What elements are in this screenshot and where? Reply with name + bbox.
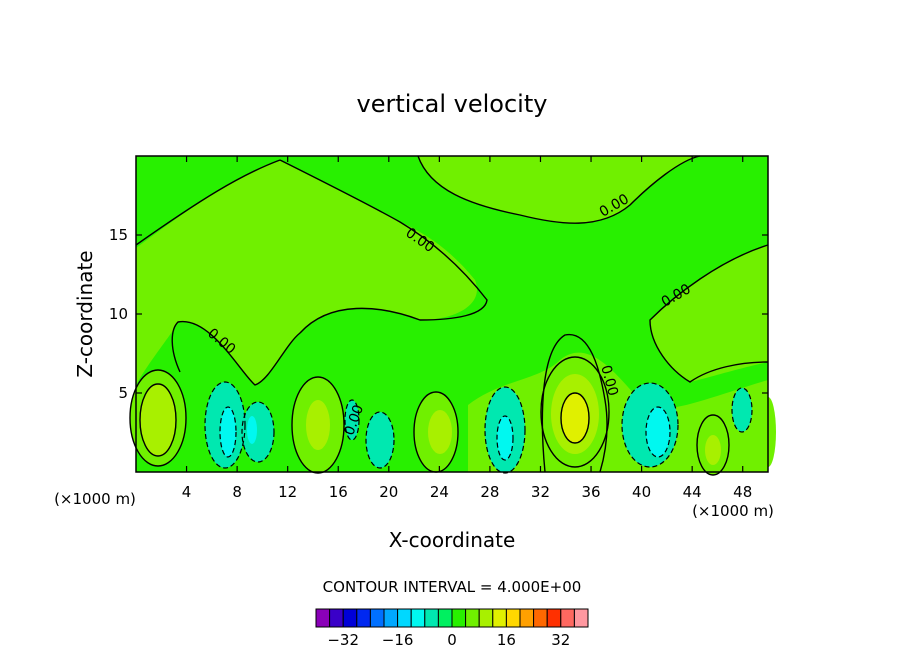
x-unit-right: (×1000 m) — [692, 502, 774, 520]
colorbar-tick-label: 0 — [447, 631, 457, 649]
positive-region-top — [418, 156, 700, 224]
colorbar-swatch — [342, 608, 358, 628]
colorbar-swatch — [546, 608, 562, 628]
colorbar-swatch — [451, 608, 467, 628]
x-tick-label: 48 — [733, 483, 752, 501]
colorbar-swatch — [492, 608, 507, 628]
colorbar-swatch — [315, 608, 331, 628]
positive-cells — [130, 357, 776, 475]
colorbar-swatch — [410, 608, 426, 628]
chart-title: vertical velocity — [357, 90, 548, 118]
y-tick-label: 15 — [109, 226, 128, 244]
positive-region-lower — [136, 160, 477, 472]
x-tick-label: 36 — [581, 483, 600, 501]
x-axis-label: X-coordinate — [389, 528, 516, 552]
colorbar-swatch — [369, 608, 385, 628]
colorbar-tick-label: −16 — [382, 631, 414, 649]
colorbar — [315, 608, 589, 628]
colorbar-swatch — [478, 608, 494, 628]
x-tick-label: 28 — [480, 483, 499, 501]
colorbar-tick-label: 32 — [551, 631, 570, 649]
x-tick-label: 24 — [430, 483, 449, 501]
colorbar-swatch — [329, 608, 344, 628]
x-tick-label: 20 — [379, 483, 398, 501]
negative-contour-lines — [204, 381, 753, 474]
y-tick-label: 10 — [109, 305, 128, 323]
y-tick-label: 5 — [118, 384, 128, 402]
positive-region-right — [650, 245, 768, 472]
colorbar-swatch — [533, 608, 548, 628]
contour-interval-text: CONTOUR INTERVAL = 4.000E+00 — [323, 578, 582, 596]
colorbar-swatch — [424, 608, 439, 628]
colorbar-swatch — [397, 608, 412, 628]
y-axis-ticks: 5 10 15 — [109, 226, 768, 402]
colorbar-tick-label: −32 — [327, 631, 359, 649]
colorbar-swatch — [573, 608, 589, 628]
x-tick-label: 12 — [278, 483, 297, 501]
colorbar-swatch — [505, 608, 521, 628]
x-unit-left: (×1000 m) — [54, 490, 136, 508]
colorbar-swatch — [465, 608, 480, 628]
x-tick-label: 32 — [531, 483, 550, 501]
colorbar-tick-labels: −32 −16 0 16 32 — [327, 631, 570, 649]
colorbar-swatch — [560, 608, 575, 628]
negative-cells — [205, 382, 752, 473]
colorbar-tick-label: 16 — [497, 631, 516, 649]
colorbar-swatch — [437, 608, 453, 628]
x-axis-ticks: 4 8 12 16 20 24 28 32 36 40 44 48 — [182, 156, 752, 501]
contour-field — [129, 155, 776, 476]
x-tick-label: 16 — [329, 483, 348, 501]
colorbar-swatch — [519, 608, 535, 628]
y-axis-label: Z-coordinate — [73, 250, 97, 377]
x-tick-label: 44 — [683, 483, 702, 501]
x-tick-label: 4 — [182, 483, 192, 501]
colorbar-swatch — [383, 608, 399, 628]
x-tick-label: 8 — [232, 483, 242, 501]
contour-labels: 0.000.000.000.000.000.00 — [204, 191, 693, 437]
x-tick-label: 40 — [632, 483, 651, 501]
colorbar-swatch — [356, 608, 371, 628]
contour-label: 0.00 — [597, 363, 621, 397]
